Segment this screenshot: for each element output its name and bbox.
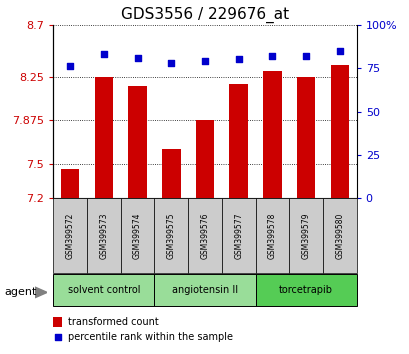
Bar (195, 120, 214, 198)
Bar (94, 77, 113, 198)
Point (67, 64, 73, 69)
Text: GSM399578: GSM399578 (267, 212, 276, 259)
Text: percentile rank within the sample: percentile rank within the sample (68, 332, 233, 342)
Point (134, 55, 141, 61)
Text: GSM399576: GSM399576 (200, 212, 209, 259)
Text: angiotensin II: angiotensin II (171, 285, 238, 295)
Text: GSM399573: GSM399573 (99, 212, 108, 259)
Bar (255, 274, 356, 306)
Bar (221, 198, 255, 273)
Bar (255, 198, 289, 273)
Text: GSM399574: GSM399574 (133, 212, 142, 259)
Bar (53, 317, 62, 327)
Text: GSM399577: GSM399577 (234, 212, 243, 259)
Bar (263, 71, 281, 198)
Bar (87, 198, 120, 273)
Bar (162, 149, 180, 198)
Point (302, 53, 309, 59)
Bar (154, 274, 255, 306)
Text: torcetrapib: torcetrapib (279, 285, 333, 295)
Bar (53, 274, 154, 306)
Text: solvent control: solvent control (67, 285, 140, 295)
Point (235, 57, 241, 62)
Text: GSM399580: GSM399580 (335, 212, 344, 259)
Bar (296, 77, 315, 198)
Polygon shape (35, 287, 47, 298)
Point (100, 51, 107, 57)
Bar (289, 198, 322, 273)
Point (54, 334, 61, 340)
Bar (322, 198, 356, 273)
Text: agent: agent (4, 287, 36, 297)
Point (336, 48, 342, 53)
Text: GSM399579: GSM399579 (301, 212, 310, 259)
Bar (53, 198, 87, 273)
Bar (154, 198, 188, 273)
Bar (229, 84, 247, 198)
Text: transformed count: transformed count (68, 317, 159, 327)
Bar (330, 65, 348, 198)
Bar (128, 86, 146, 198)
Text: GSM399575: GSM399575 (166, 212, 175, 259)
Bar (188, 198, 221, 273)
Title: GDS3556 / 229676_at: GDS3556 / 229676_at (121, 7, 288, 23)
Bar (61, 169, 79, 198)
Point (201, 58, 208, 64)
Point (168, 60, 174, 66)
Point (268, 53, 275, 59)
Text: GSM399572: GSM399572 (65, 212, 74, 259)
Bar (120, 198, 154, 273)
